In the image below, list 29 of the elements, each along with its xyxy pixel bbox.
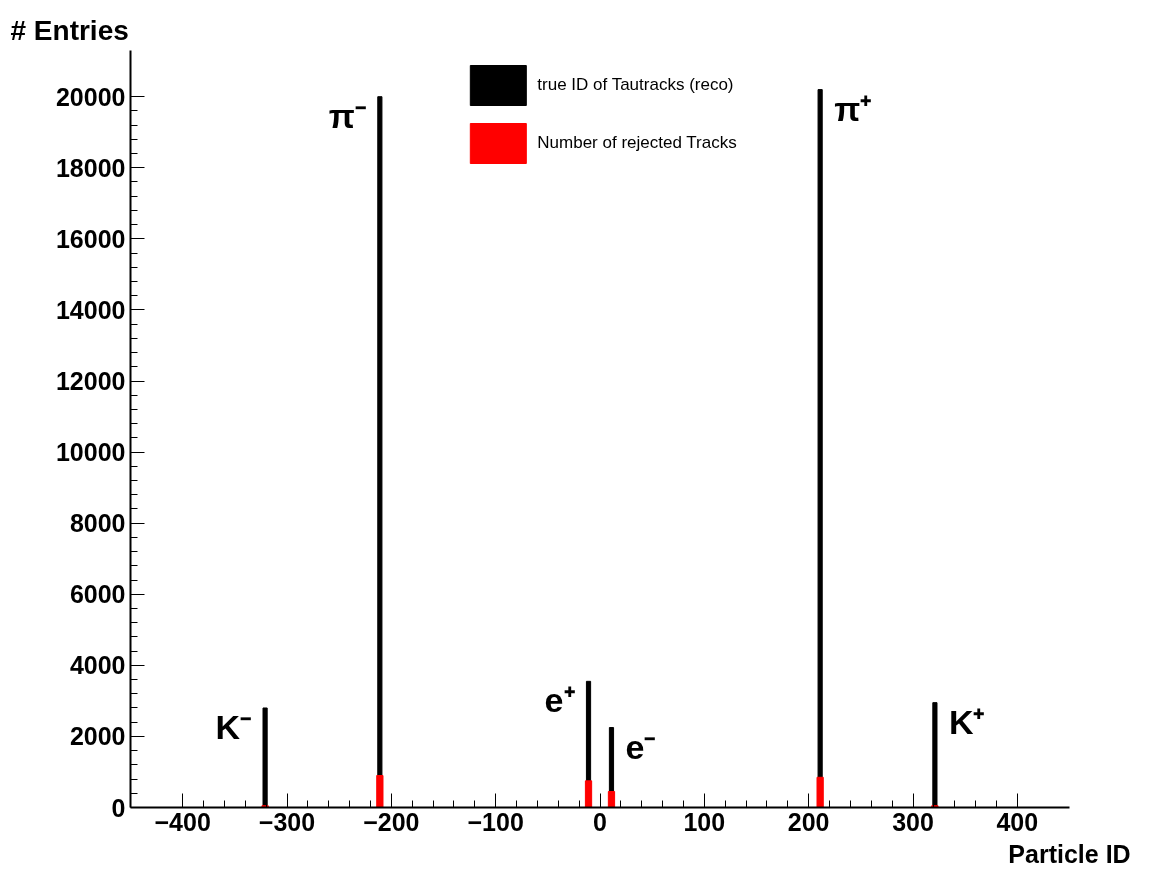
x-tick-label: −300 [258, 807, 316, 836]
y-tick-label: 14000 [55, 295, 126, 324]
x-axis-title: Particle ID [1008, 839, 1131, 868]
annotation: K⁻ [215, 707, 252, 746]
x-tick-label: 200 [787, 807, 830, 836]
annotation: e⁺ [544, 681, 575, 720]
annotation: e⁻ [625, 727, 656, 766]
x-tick-label: 100 [683, 807, 726, 836]
y-tick-label: 4000 [69, 651, 126, 680]
y-tick-label: 6000 [69, 580, 126, 609]
x-tick-label: −200 [363, 807, 420, 836]
x-tick-label: 400 [996, 807, 1039, 836]
y-tick-label: 18000 [55, 153, 126, 182]
annotation: π⁻ [328, 96, 366, 135]
x-tick-label: −400 [154, 807, 211, 836]
y-tick-label: 20000 [55, 82, 126, 111]
annotation: π⁺ [834, 89, 872, 128]
annotation: K⁺ [948, 702, 985, 741]
y-tick-label: 2000 [69, 722, 126, 751]
legend-label: true ID of Tautracks (reco) [537, 75, 734, 95]
x-tick-label: 0 [593, 807, 607, 836]
x-tick-label: −100 [467, 807, 524, 836]
legend-label: Number of rejected Tracks [537, 133, 737, 153]
chart-title: # Entries [10, 14, 129, 46]
x-tick-label: 300 [892, 807, 934, 836]
y-tick-label: 8000 [69, 509, 126, 538]
y-tick-label: 10000 [55, 438, 126, 467]
y-tick-label: 12000 [55, 367, 126, 396]
y-tick-label: 16000 [55, 224, 126, 253]
